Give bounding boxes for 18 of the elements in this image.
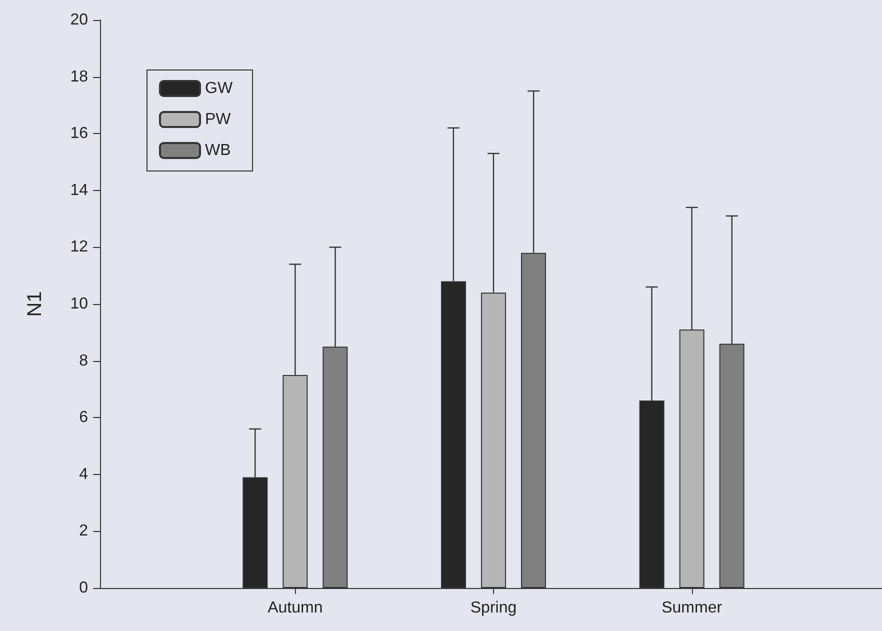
legend-label: GW — [205, 80, 234, 97]
y-tick-label: 14 — [70, 182, 88, 199]
y-tick-label: 18 — [70, 68, 88, 86]
y-tick-label: 4 — [79, 466, 88, 483]
y-tick-label: 0 — [79, 580, 88, 596]
x-tick-label: Autumn — [268, 600, 323, 616]
y-axis-title: N1 — [24, 291, 46, 317]
y-tick-label: 8 — [79, 352, 88, 370]
x-tick-label: Spring — [470, 600, 517, 616]
y-tick-label: 16 — [70, 125, 88, 142]
y-tick-label: 2 — [79, 522, 88, 540]
y-tick-label: 20 — [70, 12, 88, 28]
y-tick-label: 10 — [70, 296, 88, 312]
legend-label: PW — [205, 111, 232, 128]
x-tick-label: Summer — [662, 600, 723, 616]
legend-label: WB — [205, 142, 231, 159]
y-tick-label: 12 — [70, 238, 88, 256]
y-tick-label: 6 — [79, 409, 88, 426]
